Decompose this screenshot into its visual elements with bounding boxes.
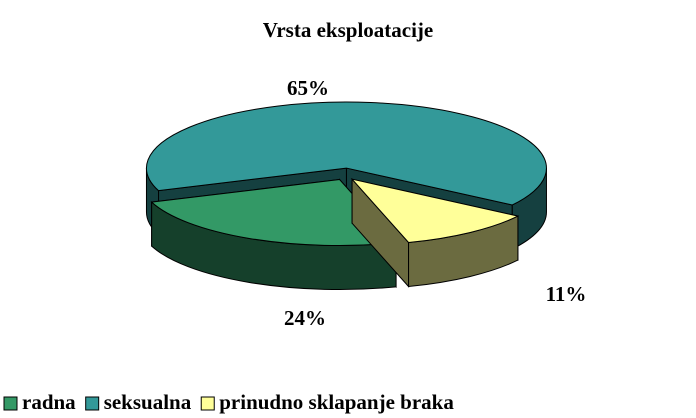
slice-top [350, 178, 520, 244]
legend-label: radna [22, 390, 76, 414]
legend-swatch [200, 396, 215, 411]
value-label: 65% [287, 76, 329, 100]
value-label: 11% [546, 282, 587, 306]
legend-label: seksualna [104, 390, 192, 414]
legend-swatch [85, 396, 100, 411]
legend-swatch [3, 396, 18, 411]
slice-top [145, 101, 547, 206]
chart-title: Vrsta eksploatacije [263, 18, 434, 42]
slice-top [150, 179, 398, 247]
legend-label: prinudno sklapanje braka [219, 390, 454, 414]
value-label: 24% [284, 306, 326, 330]
slice [350, 177, 520, 288]
